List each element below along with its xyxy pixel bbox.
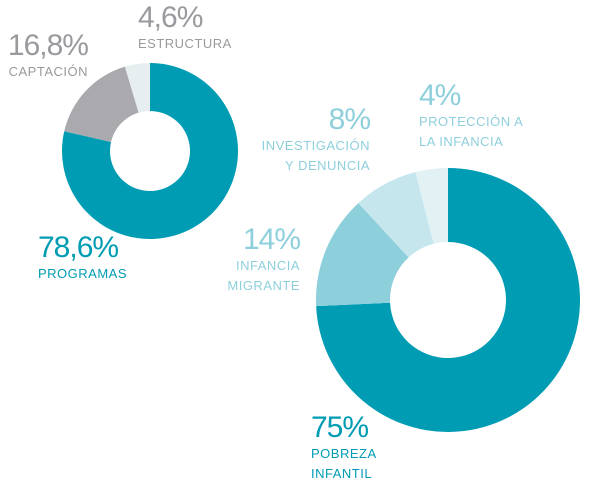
donut-segment (64, 66, 139, 143)
category-label: CAPTACIÓN (8, 64, 88, 79)
value-label: 14% (242, 223, 301, 256)
donut-segment (316, 203, 409, 307)
donut-segment (62, 63, 239, 240)
donut-segment (358, 172, 434, 258)
category-label: INVESTIGACIÓN Y DENUNCIA (261, 138, 370, 173)
category-label: ESTRUCTURA (138, 36, 232, 51)
value-label: 16,8% (7, 29, 89, 62)
category-label: PROTECCIÓN A LA INFANCIA (419, 114, 523, 149)
donut-segment (124, 63, 150, 113)
value-label: 4,6% (138, 1, 203, 34)
value-label: 75% (311, 411, 369, 444)
value-label: 8% (328, 103, 371, 136)
category-label: POBREZA INFANTIL (311, 446, 376, 481)
value-label: 4% (419, 79, 461, 112)
donut-segment (316, 168, 580, 432)
value-label: 78,6% (38, 231, 119, 264)
category-label: INFANCIA MIGRANTE (227, 258, 300, 293)
category-label: PROGRAMAS (38, 266, 128, 281)
donut-segment (415, 168, 448, 244)
